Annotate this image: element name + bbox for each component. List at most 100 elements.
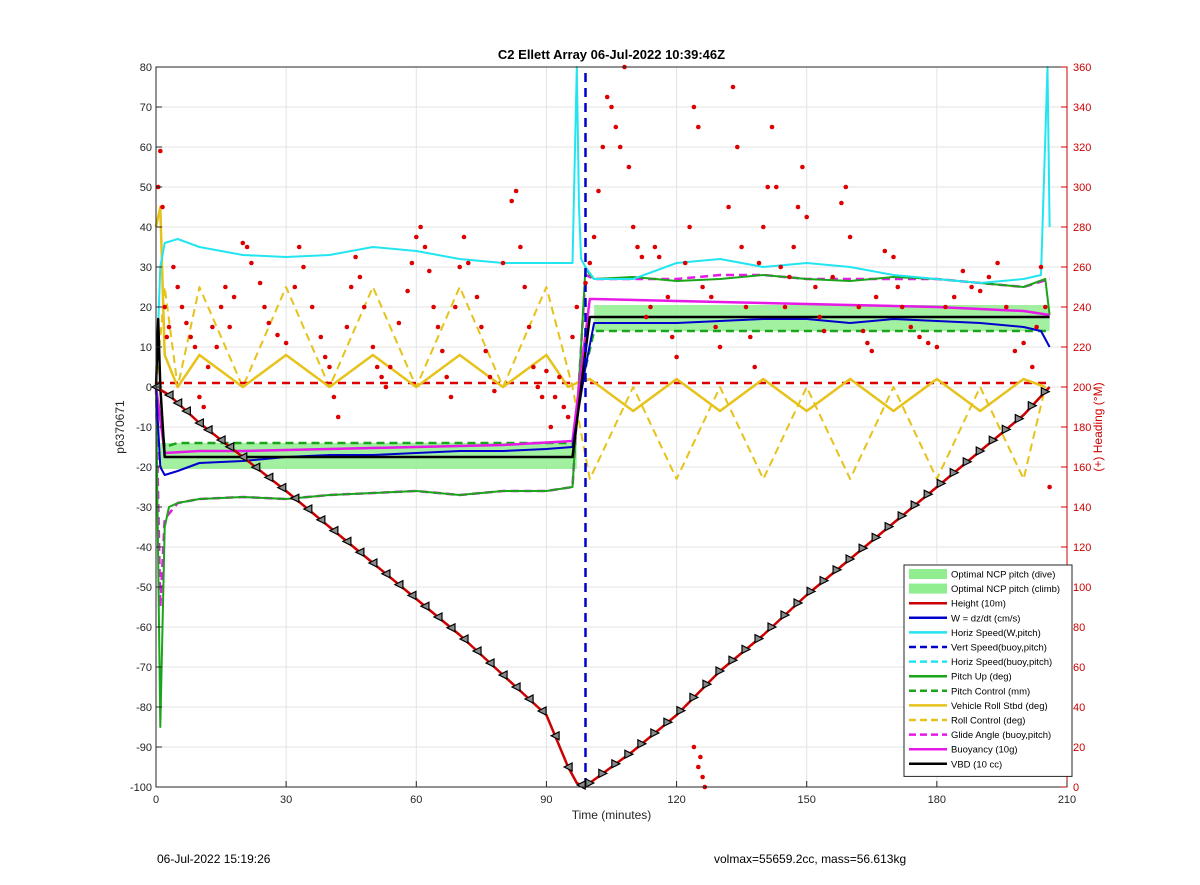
y-right-tick-label: 120 xyxy=(1073,542,1091,554)
y-right-tick-label: 240 xyxy=(1073,302,1091,314)
heading-point xyxy=(774,184,779,190)
heading-point xyxy=(630,224,636,230)
heading-point xyxy=(908,324,914,330)
heading-point xyxy=(669,334,675,340)
legend-label: Vehicle Roll Stbd (deg) xyxy=(951,701,1048,712)
heading-point xyxy=(986,274,992,280)
height-marker xyxy=(263,472,274,483)
height-marker xyxy=(341,536,352,547)
height-marker xyxy=(858,543,869,554)
height-marker xyxy=(1040,386,1051,397)
height-marker xyxy=(354,547,365,558)
heading-point xyxy=(800,164,805,170)
height-marker xyxy=(1001,424,1012,435)
heading-point xyxy=(696,124,701,130)
legend-label: Horiz Speed(buoy,pitch) xyxy=(951,657,1052,668)
y-right-tick-label: 200 xyxy=(1073,382,1091,394)
heading-point xyxy=(648,304,653,310)
height-marker xyxy=(224,441,235,452)
x-axis-label: Time (minutes) xyxy=(572,808,652,822)
heading-point xyxy=(613,124,619,130)
height-marker xyxy=(276,482,287,493)
y-axis-right-label: (+) Heading (°M) xyxy=(1091,382,1105,471)
legend-label: VBD (10 cc) xyxy=(951,759,1002,770)
heading-point xyxy=(882,248,888,254)
legend-label: Height (10m) xyxy=(951,599,1006,610)
heading-point xyxy=(327,364,332,370)
heading-point xyxy=(709,294,714,300)
y-left-tick-label: -60 xyxy=(136,622,152,634)
heading-point xyxy=(474,294,480,300)
heading-point xyxy=(292,284,298,290)
height-marker xyxy=(328,525,339,536)
heading-point xyxy=(500,260,506,266)
series-roll-control xyxy=(155,286,1047,480)
height-marker xyxy=(702,679,713,690)
y-right-tick-label: 180 xyxy=(1073,422,1091,434)
height-marker xyxy=(897,510,908,521)
heading-point xyxy=(444,374,450,380)
y-right-tick-label: 40 xyxy=(1073,702,1085,714)
y-right-tick-label: 20 xyxy=(1073,742,1085,754)
heading-point xyxy=(643,314,649,320)
y-left-tick-label: 70 xyxy=(140,102,152,114)
y-right-tick-label: 340 xyxy=(1073,102,1091,114)
heading-point xyxy=(756,260,762,266)
heading-point xyxy=(309,304,315,310)
heading-point xyxy=(735,144,740,150)
heading-point xyxy=(175,284,180,290)
y-right-tick-label: 260 xyxy=(1073,262,1091,274)
height-marker xyxy=(237,452,248,462)
y-left-tick-label: 0 xyxy=(146,382,152,394)
y-left-tick-label: -100 xyxy=(130,782,152,794)
heading-point xyxy=(856,304,862,310)
heading-point xyxy=(743,304,749,310)
heading-point xyxy=(860,328,866,334)
height-marker xyxy=(975,446,986,456)
heading-point xyxy=(674,354,679,360)
y-left-tick-label: -80 xyxy=(136,702,152,714)
heading-point xyxy=(388,364,393,370)
heading-point xyxy=(322,354,328,360)
heading-point xyxy=(283,340,289,346)
height-marker xyxy=(194,418,204,428)
heading-point xyxy=(865,340,870,346)
heading-point xyxy=(804,214,809,220)
x-tick-label: 90 xyxy=(540,794,552,806)
height-marker xyxy=(1014,413,1025,424)
heading-point xyxy=(787,274,792,280)
height-marker xyxy=(419,601,430,612)
y-left-tick-label: -10 xyxy=(136,422,152,434)
heading-point xyxy=(635,244,640,250)
heading-point xyxy=(522,284,527,290)
height-marker xyxy=(585,778,596,788)
heading-point xyxy=(509,198,514,204)
height-marker xyxy=(884,521,895,532)
height-marker xyxy=(806,586,817,597)
heading-point xyxy=(301,264,306,270)
heading-point xyxy=(730,84,736,90)
y-left-tick-label: -40 xyxy=(136,542,152,554)
height-marker xyxy=(988,435,999,446)
legend-label: Pitch Up (deg) xyxy=(951,672,1012,683)
heading-point xyxy=(813,284,818,290)
heading-point xyxy=(166,324,172,330)
heading-point xyxy=(483,348,489,354)
legend-box xyxy=(903,564,1073,777)
heading-point xyxy=(160,204,165,210)
y-left-tick-label: -70 xyxy=(136,662,152,674)
heading-point xyxy=(591,234,597,240)
height-marker xyxy=(289,493,300,504)
heading-point xyxy=(374,364,380,370)
height-marker xyxy=(936,478,947,489)
heading-point xyxy=(726,204,731,210)
heading-point xyxy=(960,268,966,274)
heading-point xyxy=(891,254,896,260)
series-buoyancy xyxy=(154,297,1050,455)
heading-point xyxy=(418,224,423,230)
chart-title: C2 Ellett Array 06-Jul-2022 10:39:46Z xyxy=(498,47,725,62)
heading-point xyxy=(782,304,788,310)
heading-point xyxy=(188,334,193,340)
heading-point xyxy=(1021,340,1026,346)
